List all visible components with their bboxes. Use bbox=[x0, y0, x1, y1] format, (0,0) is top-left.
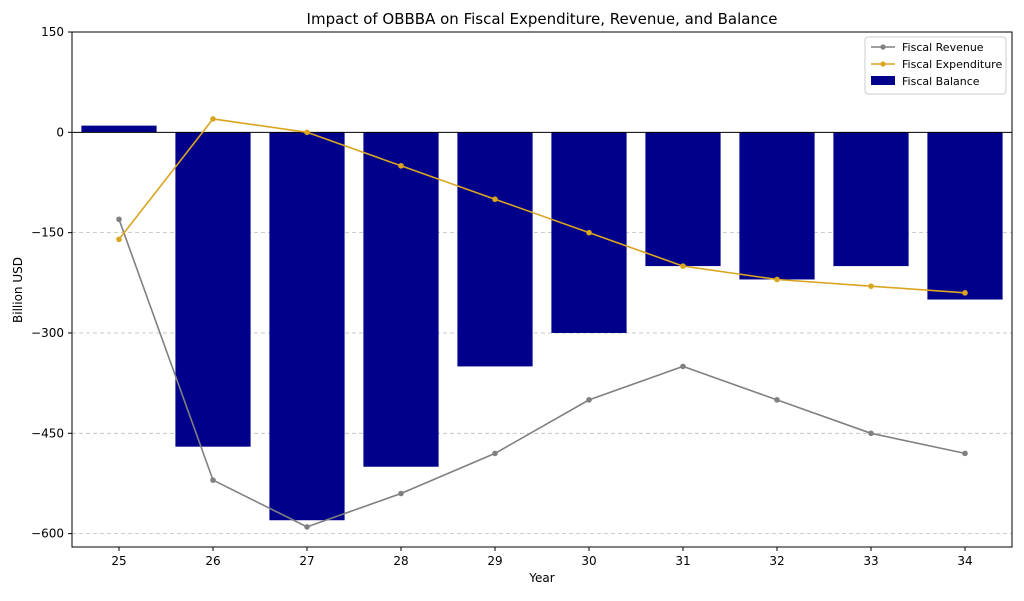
point-fiscal-revenue bbox=[586, 397, 592, 403]
point-fiscal-expenditure bbox=[210, 116, 216, 122]
point-fiscal-expenditure bbox=[116, 236, 122, 243]
x-tick-label: 26 bbox=[205, 554, 220, 568]
point-fiscal-revenue bbox=[398, 490, 404, 497]
legend-box bbox=[864, 36, 1007, 95]
y-tick-label: −300 bbox=[31, 326, 64, 340]
point-fiscal-expenditure bbox=[962, 290, 968, 296]
bar-fiscal-balance bbox=[927, 132, 1003, 300]
y-tick-label: 0 bbox=[56, 125, 64, 139]
point-fiscal-revenue bbox=[304, 524, 310, 530]
legend-item-fiscal-balance: Fiscal Balance bbox=[871, 75, 980, 88]
x-tick-layer: 25 26 27 28 29 30 31 32 33 34 bbox=[111, 547, 973, 568]
point-fiscal-revenue bbox=[680, 363, 686, 370]
y-tick-layer: 150 0 −150 −300 −450 −600 bbox=[31, 25, 72, 541]
x-tick-label: 25 bbox=[111, 554, 126, 568]
legend-item-fiscal-revenue: Fiscal Revenue bbox=[871, 41, 984, 54]
legend: Fiscal Revenue Fiscal Expenditure Fiscal… bbox=[864, 36, 1007, 95]
bar-fiscal-balance bbox=[645, 132, 721, 267]
legend-marker-fiscal-expenditure bbox=[880, 61, 886, 67]
point-fiscal-revenue bbox=[774, 397, 780, 403]
legend-swatch-fiscal-balance bbox=[871, 76, 895, 85]
legend-marker-fiscal-revenue bbox=[880, 44, 886, 50]
legend-item-fiscal-expenditure: Fiscal Expenditure bbox=[871, 58, 1002, 71]
y-tick-label: 150 bbox=[41, 25, 64, 39]
y-tick-label: −150 bbox=[31, 226, 64, 240]
x-tick-label: 31 bbox=[675, 554, 690, 568]
bar-layer bbox=[81, 125, 1003, 521]
plot-frame bbox=[71, 31, 1013, 548]
bar-fiscal-balance bbox=[269, 132, 345, 521]
line-fiscal-revenue bbox=[118, 219, 966, 528]
point-fiscal-revenue bbox=[492, 450, 498, 457]
line-layer bbox=[116, 116, 968, 530]
bar-fiscal-balance bbox=[739, 132, 815, 280]
x-tick-label: 27 bbox=[299, 554, 314, 568]
bar-fiscal-balance bbox=[457, 132, 533, 367]
point-fiscal-expenditure bbox=[680, 263, 686, 269]
point-fiscal-expenditure bbox=[774, 276, 780, 283]
point-fiscal-revenue bbox=[868, 430, 874, 437]
x-tick-label: 33 bbox=[863, 554, 878, 568]
x-tick-label: 30 bbox=[581, 554, 596, 568]
point-fiscal-revenue bbox=[962, 450, 968, 457]
x-tick-label: 34 bbox=[957, 554, 972, 568]
bar-fiscal-balance bbox=[81, 125, 157, 133]
chart-title: Impact of OBBBA on Fiscal Expenditure, R… bbox=[307, 10, 778, 28]
x-tick-label: 28 bbox=[393, 554, 408, 568]
y-tick-label: −600 bbox=[31, 527, 64, 541]
x-tick-label: 29 bbox=[487, 554, 502, 568]
point-fiscal-expenditure bbox=[492, 196, 498, 203]
legend-label-fiscal-revenue: Fiscal Revenue bbox=[902, 41, 984, 54]
legend-label-fiscal-expenditure: Fiscal Expenditure bbox=[902, 58, 1002, 71]
legend-label-fiscal-balance: Fiscal Balance bbox=[902, 75, 980, 88]
bar-fiscal-balance bbox=[833, 132, 909, 267]
y-axis-label: Billion USD bbox=[11, 257, 25, 323]
point-fiscal-expenditure bbox=[304, 129, 310, 136]
point-fiscal-revenue bbox=[210, 477, 216, 483]
line-fiscal-expenditure bbox=[118, 118, 966, 294]
point-fiscal-expenditure bbox=[586, 229, 592, 236]
point-fiscal-expenditure bbox=[398, 162, 404, 169]
x-tick-label: 32 bbox=[769, 554, 784, 568]
point-fiscal-revenue bbox=[116, 216, 122, 223]
point-fiscal-expenditure bbox=[868, 283, 874, 289]
y-tick-label: −450 bbox=[31, 426, 64, 440]
bar-fiscal-balance bbox=[175, 132, 251, 447]
bar-fiscal-balance bbox=[363, 132, 439, 467]
x-axis-label: Year bbox=[528, 571, 554, 585]
